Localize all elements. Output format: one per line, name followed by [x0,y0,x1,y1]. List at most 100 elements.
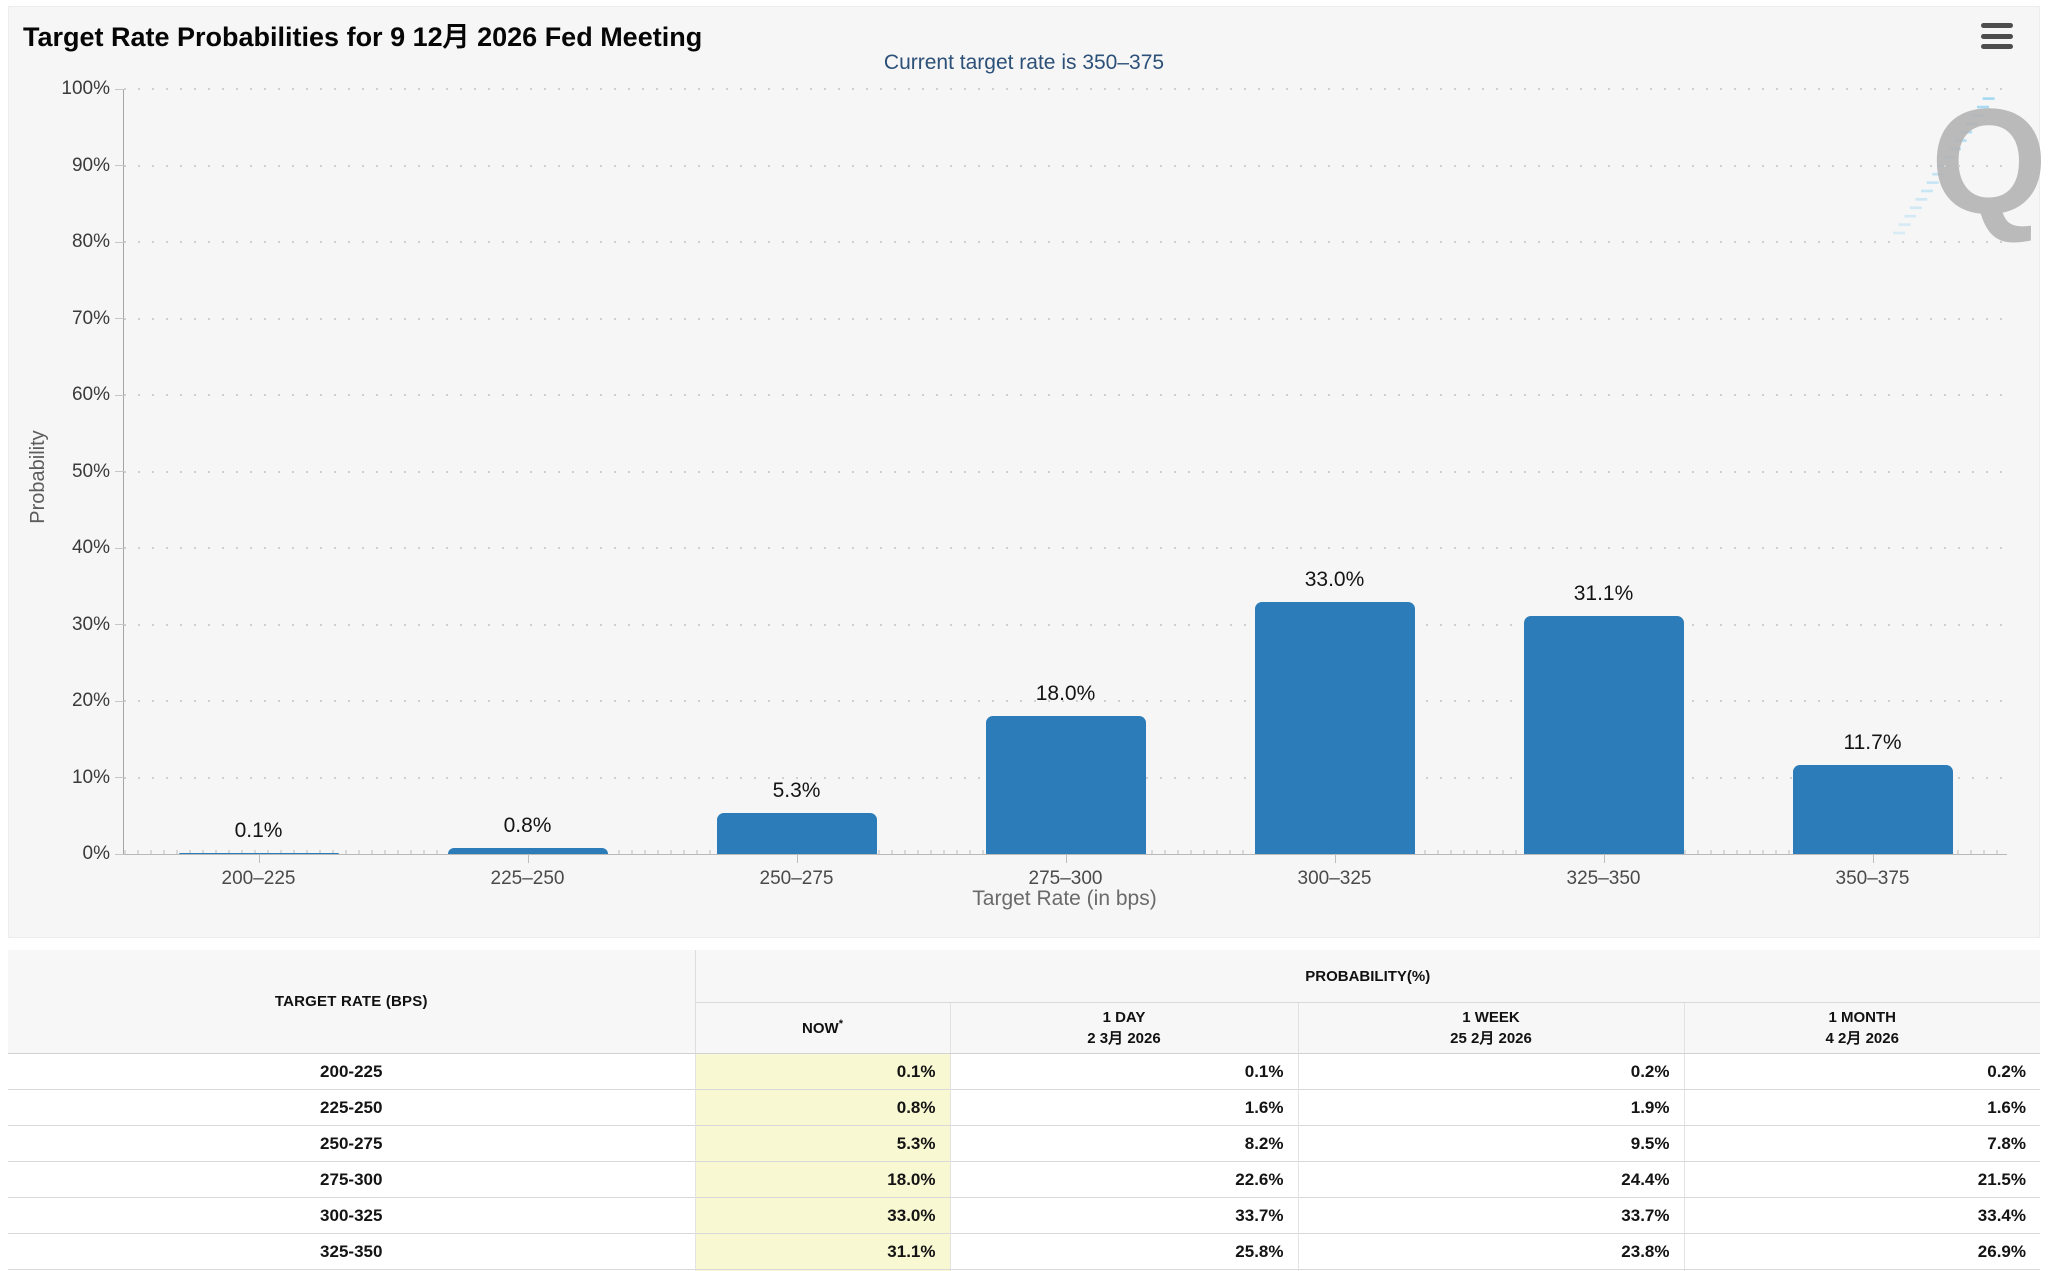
now-probability-cell: 18.0% [694,1161,950,1198]
probability-bar-300–325 [1254,601,1415,854]
probability-cell: 33.4% [1683,1197,2040,1234]
x-axis-tick [527,854,529,863]
probability-cell: 25.8% [949,1233,1298,1270]
y-tick-label: 70% [71,307,110,329]
y-tick-label: 80% [71,231,110,252]
rate-cell: 300-325 [8,1197,695,1234]
y-tick-mark [115,241,124,243]
probability-cell: 9.5% [1297,1125,1684,1162]
one-day-date: 2 3月 2026 [1087,1030,1161,1047]
table-row-300-325: 300-325 33.0% 33.7% 33.7% 33.4% [8,1197,2040,1234]
one-week-label: 1 WEEK [1462,1009,1520,1026]
y-tick-label: 40% [71,537,110,558]
table-row-partial [8,1269,2040,1271]
y-tick-mark [115,88,124,90]
table-row-275-300: 275-300 18.0% 22.6% 24.4% 21.5% [8,1161,2040,1198]
x-axis-tick [1603,854,1605,863]
probability-bar-325–350 [1523,616,1684,854]
y-tick-label: 10% [71,766,110,788]
x-category-label: 350–375 [1835,868,1910,889]
clipped-cell [949,1269,1298,1271]
y-tick-mark [115,471,124,472]
probability-cell: 23.8% [1297,1233,1684,1270]
rate-cell: 325-350 [8,1233,695,1270]
gridline-60 [124,394,2007,396]
rate-cell: 200-225 [8,1053,695,1090]
probability-bar-275–300 [985,716,1146,854]
one-day-label: 1 DAY [1102,1009,1146,1026]
probability-table: TARGET RATE (BPS) PROBABILITY(%) NOW* 1 … [8,950,2040,1271]
now-probability-cell: 0.8% [694,1089,950,1126]
bar-value-label: 11.7% [1843,730,1902,754]
x-category-label: 250–275 [759,868,834,889]
probability-cell: 8.2% [949,1125,1298,1162]
clipped-cell [1297,1269,1684,1271]
gridline-100 [124,88,2007,90]
x-axis-tick [796,854,798,863]
gridline-50 [124,470,2007,473]
bar-value-label: 0.8% [503,813,552,837]
one-month-label: 1 MONTH [1828,1009,1897,1026]
probability-cell: 0.2% [1297,1053,1684,1090]
chart-context-menu-button[interactable] [1981,23,2013,49]
probability-cell: 0.2% [1683,1053,2040,1090]
gridline-30 [124,623,2007,626]
probability-cell: 0.1% [949,1053,1298,1090]
x-category-label: 200–225 [221,868,296,889]
y-tick-label: 60% [71,384,110,405]
rate-cell: 225-250 [8,1089,695,1126]
probability-cell: 21.5% [1683,1161,2040,1198]
rate-cell: 275-300 [8,1161,695,1198]
now-column-header: NOW* [694,1002,950,1054]
x-axis-tick [1334,854,1336,863]
now-probability-cell: 33.0% [694,1197,950,1234]
probability-bar-350–375 [1792,764,1953,854]
bar-value-label: 5.3% [772,779,821,803]
x-category-label: 325–350 [1566,868,1641,889]
table-row-250-275: 250-275 5.3% 8.2% 9.5% 7.8% [8,1125,2040,1162]
y-tick-label: 50% [71,460,110,482]
one-month-date: 4 2月 2026 [1825,1030,1899,1047]
probability-bar-225–250 [447,847,608,854]
plot-area: 0% 10% 20% 30% 40% 50% 60% 70% 80% 90% 100% 0.1% 200… [61,78,2007,889]
probability-cell: 33.7% [1297,1197,1684,1234]
current-target-rate-subtitle: Current target rate is 350–375 [883,51,1165,74]
gridline-80 [124,241,2007,243]
table-row-200-225: 200-225 0.1% 0.1% 0.2% 0.2% [8,1053,2040,1090]
probability-cell: 24.4% [1297,1161,1684,1198]
x-axis-tick [1872,854,1874,863]
y-tick-mark [115,547,124,549]
probability-cell: 1.9% [1297,1089,1684,1126]
now-footnote-asterisk: * [838,1018,843,1030]
probability-bar-200–225 [178,853,339,854]
y-tick-label: 20% [71,690,110,711]
one-week-column-header: 1 WEEK 25 2月 2026 [1297,1002,1684,1054]
y-tick-mark [115,318,124,319]
bar-value-label: 33.0% [1304,567,1365,591]
gridline-90 [124,164,2007,167]
one-month-column-header: 1 MONTH 4 2月 2026 [1683,1002,2040,1054]
clipped-cell [694,1269,950,1271]
y-tick-label: 30% [71,613,110,635]
bar-value-label: 18.0% [1035,682,1096,706]
probability-cell: 33.7% [949,1197,1298,1234]
x-category-label: 300–325 [1297,868,1372,889]
y-tick-label: 90% [71,154,110,176]
probability-cell: 22.6% [949,1161,1298,1198]
y-tick-mark [115,165,124,166]
probability-group-header: PROBABILITY(%) [695,950,2040,1003]
chart-card: Target Rate Probabilities for 9 12月 2026… [8,6,2047,938]
now-probability-cell: 5.3% [694,1125,950,1162]
x-category-label: 225–250 [490,868,565,889]
target-rate-column-header: TARGET RATE (BPS) [8,950,696,1054]
probability-cell: 26.9% [1683,1233,2040,1270]
y-tick-mark [115,700,124,702]
clipped-cell [1683,1269,2040,1271]
bar-value-label: 0.1% [234,819,283,842]
x-category-label: 275–300 [1028,868,1103,889]
gridline-40 [124,547,2007,549]
y-tick-mark [115,624,124,625]
y-tick-mark [115,777,124,778]
one-day-column-header: 1 DAY 2 3月 2026 [949,1002,1298,1054]
probability-cell: 7.8% [1683,1125,2040,1162]
